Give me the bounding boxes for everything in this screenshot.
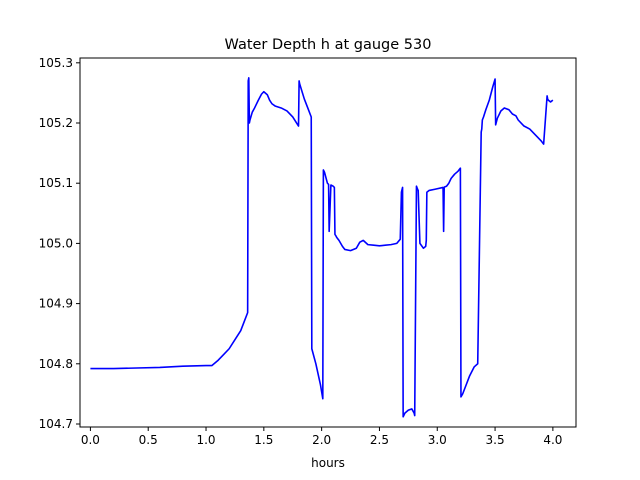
- x-axis: 0.0 0.5 1.0 1.5 2.0 2.5 3.0 3.5 4.0: [81, 427, 562, 447]
- x-tick-label: 3.5: [486, 433, 505, 447]
- x-axis-label: hours: [311, 456, 345, 470]
- y-tick-label: 104.9: [39, 297, 73, 311]
- x-tick-label: 2.0: [312, 433, 331, 447]
- x-tick-label: 1.5: [254, 433, 273, 447]
- x-tick-label: 0.0: [81, 433, 100, 447]
- series-layer: [90, 77, 554, 418]
- series-line-0: [90, 77, 554, 418]
- x-tick-label: 1.0: [196, 433, 215, 447]
- chart-title: Water Depth h at gauge 530: [225, 37, 432, 53]
- y-tick-label: 104.8: [39, 357, 73, 371]
- y-tick-label: 105.2: [39, 116, 73, 130]
- x-tick-label: 4.0: [543, 433, 562, 447]
- y-tick-label: 104.7: [39, 417, 73, 431]
- y-axis: 104.7 104.8 104.9 105.0 105.1 105.2 105.3: [39, 56, 80, 431]
- x-tick-label: 0.5: [139, 433, 158, 447]
- y-tick-label: 105.1: [39, 176, 73, 190]
- x-tick-label: 2.5: [370, 433, 389, 447]
- y-tick-label: 105.3: [39, 56, 73, 70]
- y-tick-label: 105.0: [39, 236, 73, 250]
- plot-frame: [79, 57, 577, 428]
- x-tick-label: 3.0: [428, 433, 447, 447]
